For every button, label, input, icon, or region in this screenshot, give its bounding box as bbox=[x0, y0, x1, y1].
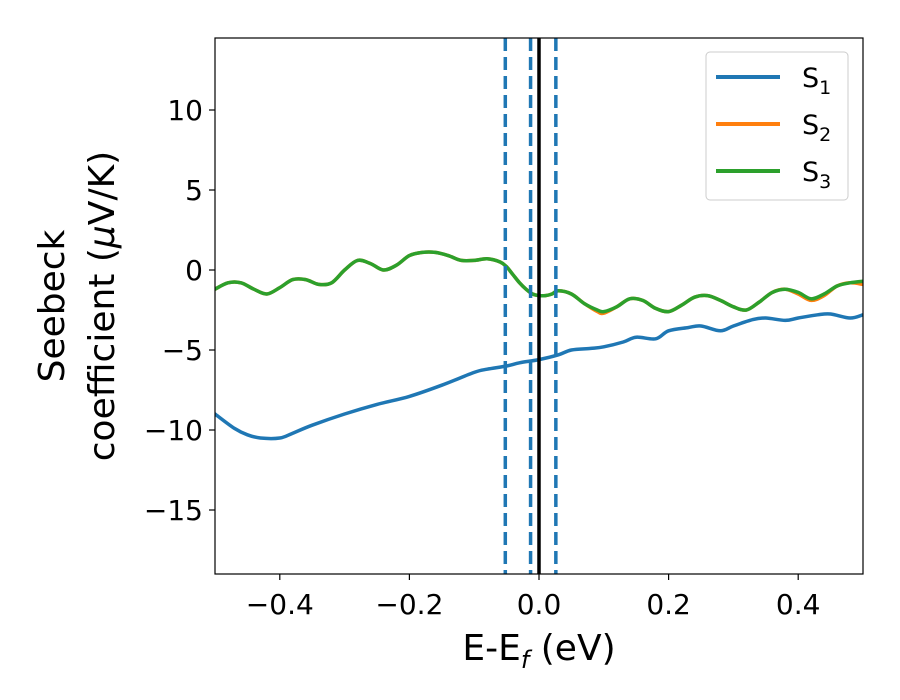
legend-label-s3-sub: 3 bbox=[819, 171, 831, 193]
legend-label-s3-main: S bbox=[802, 157, 819, 188]
y-tick-label: −5 bbox=[162, 334, 203, 367]
x-tick-label: −0.2 bbox=[375, 588, 443, 621]
series-layer bbox=[215, 250, 863, 441]
x-axis-title: E-Ef (eV) bbox=[462, 628, 615, 674]
x-tick-label: 0.2 bbox=[646, 588, 691, 621]
legend-label-s2-main: S bbox=[802, 110, 819, 141]
series-line-s1 bbox=[215, 312, 863, 441]
y-axis-title-suffix: V/K) bbox=[82, 151, 123, 225]
y-axis-title-line2: coefficient (μV/K) bbox=[82, 151, 123, 461]
x-tick-label: 0.4 bbox=[776, 588, 821, 621]
y-axis-title-line1: Seebeck bbox=[32, 229, 73, 382]
x-axis-title-unit: (eV) bbox=[529, 628, 615, 669]
legend-label-s1-main: S bbox=[802, 63, 819, 94]
y-tick-label: 5 bbox=[185, 174, 203, 207]
y-tick-label: 10 bbox=[167, 94, 203, 127]
x-axis-title-main: E-E bbox=[462, 628, 520, 669]
x-tick-label: 0.0 bbox=[517, 588, 562, 621]
legend-label-s1: S1 bbox=[802, 63, 831, 99]
y-axis-title-mu: μ bbox=[82, 225, 123, 249]
x-tick-label: −0.4 bbox=[246, 588, 314, 621]
legend: S1 S2 S3 bbox=[705, 51, 849, 201]
legend-label-s1-sub: 1 bbox=[819, 77, 831, 99]
legend-label-s3: S3 bbox=[802, 157, 831, 193]
y-tick-label: −10 bbox=[144, 414, 203, 447]
legend-label-s2: S2 bbox=[802, 110, 831, 146]
y-axis-title-prefix: coefficient ( bbox=[82, 248, 123, 461]
series-line-s3 bbox=[215, 250, 863, 314]
y-tick-label: 0 bbox=[185, 254, 203, 287]
y-tick-label: −15 bbox=[144, 494, 203, 527]
x-ticks: −0.4 −0.2 0.0 0.2 0.4 bbox=[246, 574, 821, 621]
legend-label-s2-sub: 2 bbox=[819, 124, 831, 146]
vline-layer bbox=[503, 38, 558, 574]
y-ticks: −15 −10 −5 0 5 10 bbox=[144, 94, 215, 527]
